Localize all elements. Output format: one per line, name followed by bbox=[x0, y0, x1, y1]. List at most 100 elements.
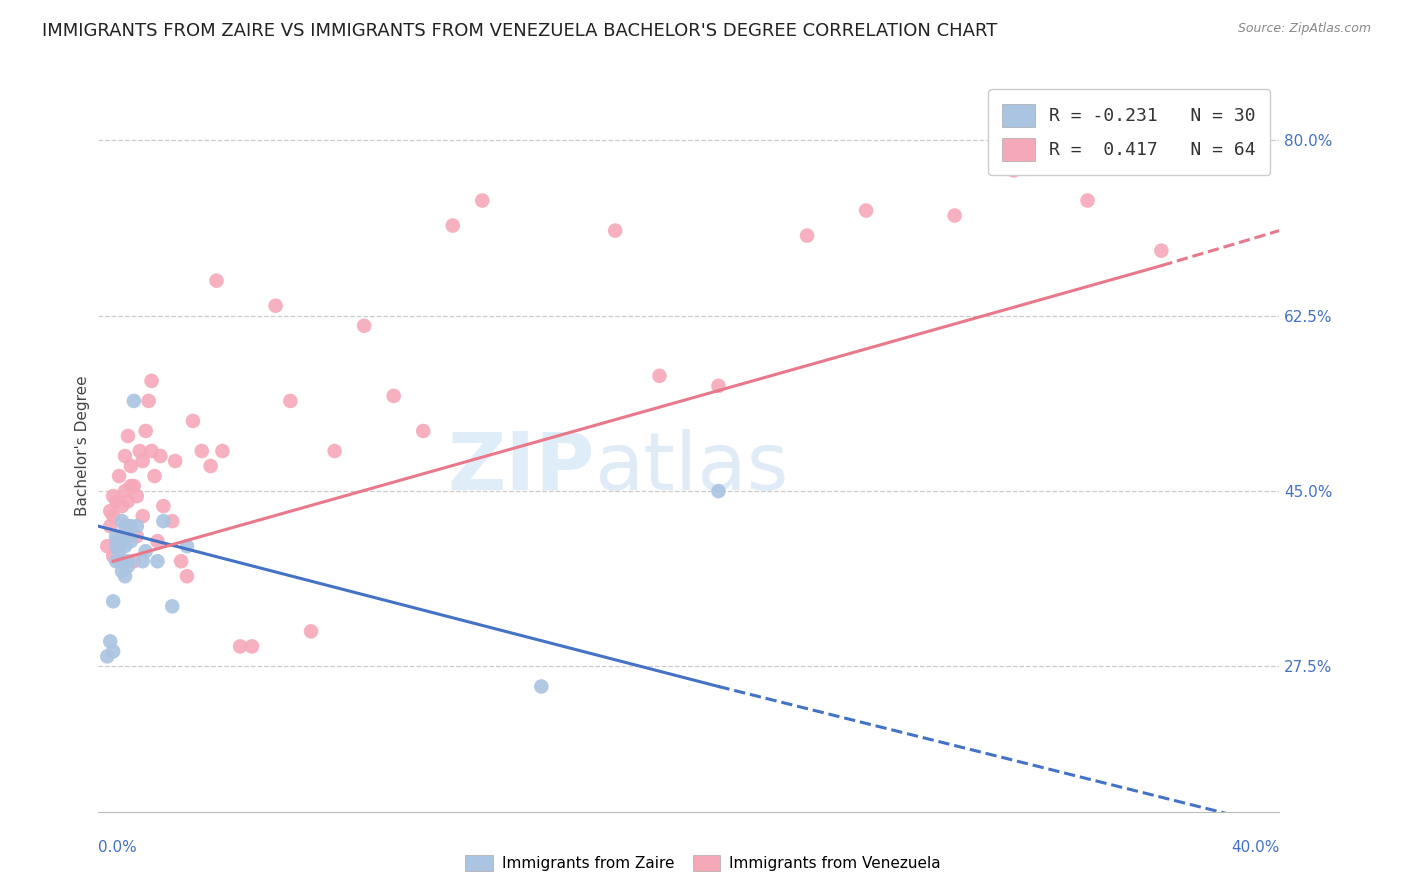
Point bbox=[111, 514, 134, 528]
Point bbox=[149, 449, 172, 463]
Point bbox=[114, 449, 136, 463]
Point bbox=[98, 519, 121, 533]
Point bbox=[120, 519, 142, 533]
Point bbox=[114, 484, 136, 499]
Point bbox=[138, 393, 160, 408]
Point bbox=[132, 554, 155, 568]
Point bbox=[707, 379, 730, 393]
Point bbox=[648, 368, 671, 383]
Point bbox=[191, 444, 214, 458]
Point bbox=[128, 444, 150, 458]
Point bbox=[111, 554, 134, 568]
Text: IMMIGRANTS FROM ZAIRE VS IMMIGRANTS FROM VENEZUELA BACHELOR'S DEGREE CORRELATION: IMMIGRANTS FROM ZAIRE VS IMMIGRANTS FROM… bbox=[42, 22, 997, 40]
Point bbox=[103, 509, 125, 524]
Point bbox=[117, 554, 139, 568]
Point bbox=[530, 680, 553, 694]
Point bbox=[114, 519, 136, 533]
Point bbox=[162, 514, 183, 528]
Point bbox=[176, 539, 198, 553]
Point bbox=[176, 569, 198, 583]
Point bbox=[146, 534, 169, 549]
Point bbox=[143, 469, 166, 483]
Point bbox=[117, 529, 139, 543]
Point bbox=[105, 494, 128, 508]
Point bbox=[181, 414, 204, 428]
Point bbox=[96, 649, 118, 664]
Point bbox=[141, 374, 163, 388]
Point bbox=[280, 393, 302, 408]
Text: 0.0%: 0.0% bbox=[98, 839, 138, 855]
Y-axis label: Bachelor's Degree: Bachelor's Degree bbox=[75, 376, 90, 516]
Point bbox=[114, 539, 136, 553]
Point bbox=[135, 544, 157, 558]
Point bbox=[211, 444, 233, 458]
Point bbox=[125, 529, 148, 543]
Point bbox=[105, 539, 128, 553]
Point bbox=[132, 509, 155, 524]
Point bbox=[108, 469, 131, 483]
Point bbox=[117, 559, 139, 574]
Point bbox=[796, 228, 818, 243]
Point bbox=[170, 554, 193, 568]
Point bbox=[353, 318, 375, 333]
Point bbox=[103, 549, 125, 564]
Point bbox=[105, 529, 128, 543]
Point bbox=[152, 499, 174, 513]
Point bbox=[117, 429, 139, 443]
Legend: Immigrants from Zaire, Immigrants from Venezuela: Immigrants from Zaire, Immigrants from V… bbox=[458, 849, 948, 877]
Point bbox=[111, 554, 134, 568]
Point bbox=[125, 489, 148, 503]
Point bbox=[152, 514, 174, 528]
Text: 40.0%: 40.0% bbox=[1232, 839, 1279, 855]
Point bbox=[855, 203, 877, 218]
Point bbox=[122, 554, 145, 568]
Point bbox=[141, 444, 163, 458]
Point bbox=[125, 519, 148, 533]
Point bbox=[122, 479, 145, 493]
Point bbox=[117, 494, 139, 508]
Point bbox=[103, 489, 125, 503]
Point bbox=[120, 458, 142, 473]
Point bbox=[103, 594, 125, 608]
Point bbox=[105, 554, 128, 568]
Point bbox=[264, 299, 287, 313]
Point bbox=[1150, 244, 1173, 258]
Point bbox=[98, 634, 121, 648]
Point bbox=[441, 219, 464, 233]
Point bbox=[162, 599, 183, 614]
Point bbox=[299, 624, 322, 639]
Point bbox=[114, 569, 136, 583]
Point bbox=[132, 454, 155, 468]
Point bbox=[412, 424, 434, 438]
Point bbox=[98, 504, 121, 518]
Point bbox=[96, 539, 118, 553]
Point bbox=[135, 424, 157, 438]
Point bbox=[200, 458, 222, 473]
Point bbox=[120, 479, 142, 493]
Point bbox=[605, 223, 627, 237]
Point bbox=[205, 274, 228, 288]
Point bbox=[229, 640, 252, 654]
Point bbox=[108, 534, 131, 549]
Point bbox=[117, 519, 139, 533]
Point bbox=[943, 209, 966, 223]
Point bbox=[1077, 194, 1099, 208]
Point bbox=[111, 499, 134, 513]
Point bbox=[165, 454, 187, 468]
Point bbox=[108, 539, 131, 553]
Point bbox=[240, 640, 263, 654]
Point bbox=[105, 534, 128, 549]
Point bbox=[120, 534, 142, 549]
Text: Source: ZipAtlas.com: Source: ZipAtlas.com bbox=[1237, 22, 1371, 36]
Point bbox=[323, 444, 346, 458]
Point bbox=[471, 194, 494, 208]
Legend: R = -0.231   N = 30, R =  0.417   N = 64: R = -0.231 N = 30, R = 0.417 N = 64 bbox=[988, 89, 1271, 176]
Point bbox=[108, 544, 131, 558]
Point bbox=[707, 484, 730, 499]
Point bbox=[103, 644, 125, 658]
Point bbox=[382, 389, 405, 403]
Point bbox=[146, 554, 169, 568]
Point bbox=[111, 529, 134, 543]
Text: atlas: atlas bbox=[595, 429, 789, 507]
Point bbox=[1002, 163, 1025, 178]
